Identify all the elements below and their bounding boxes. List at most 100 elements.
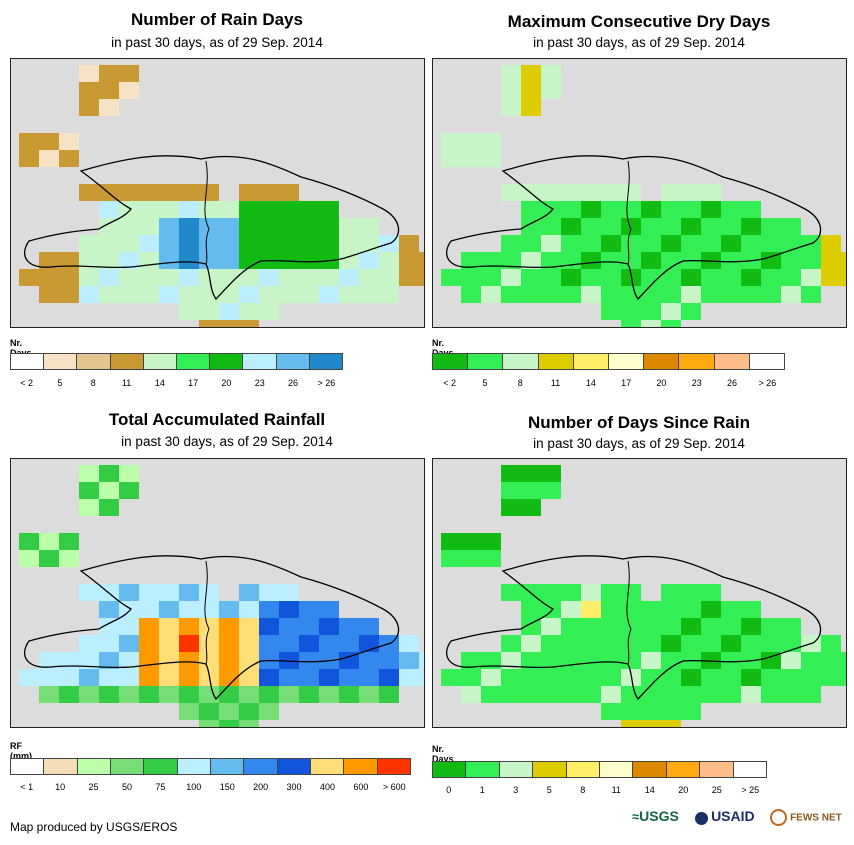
grid-cell — [561, 584, 581, 601]
legend-tick-label: 5 — [546, 785, 552, 795]
grid-cell — [641, 235, 661, 252]
grid-cell — [581, 635, 601, 652]
grid-cell — [319, 235, 339, 252]
grid-cell — [441, 150, 461, 167]
grid-cell — [339, 235, 359, 252]
grid-cell — [219, 601, 239, 618]
grid-cell — [119, 65, 139, 82]
grid-cell — [481, 133, 501, 150]
grid-cell — [501, 99, 521, 116]
grid-cell — [139, 635, 159, 652]
legend-swatch — [277, 759, 311, 774]
grid-cell — [461, 686, 481, 703]
grid-cell — [339, 269, 359, 286]
grid-cell — [601, 184, 621, 201]
grid-cell — [741, 269, 761, 286]
grid-cell — [259, 584, 279, 601]
grid-cell — [159, 269, 179, 286]
grid-cell — [179, 286, 199, 303]
grid-cell — [581, 618, 601, 635]
grid-cell — [681, 269, 701, 286]
grid-cell — [501, 235, 521, 252]
legend-tick-label: 20 — [678, 785, 689, 795]
legend-tick-label: 11 — [550, 378, 561, 388]
legend-swatch — [177, 759, 211, 774]
grid-cell — [239, 686, 259, 703]
panel-subtitle: in past 30 days, as of 29 Sep. 2014 — [533, 436, 745, 451]
legend-tick-label: 0 — [446, 785, 452, 795]
grid-cell — [481, 652, 501, 669]
legend-swatch — [110, 354, 144, 369]
grid-cell — [99, 252, 119, 269]
grid-cell — [521, 252, 541, 269]
grid-cell — [481, 686, 501, 703]
grid-cell — [359, 618, 379, 635]
grid-cell — [641, 618, 661, 635]
grid-cell — [139, 584, 159, 601]
grid-cell — [39, 533, 59, 550]
grid-cell — [199, 320, 219, 327]
grid-cell — [99, 465, 119, 482]
grid-cell — [39, 269, 59, 286]
grid-cell — [561, 269, 581, 286]
grid-cell — [59, 150, 79, 167]
grid-cell — [119, 252, 139, 269]
legend-swatch — [344, 759, 378, 774]
grid-cell — [601, 584, 621, 601]
grid-cell — [179, 584, 199, 601]
country-border — [626, 160, 632, 265]
grid-cell — [601, 252, 621, 269]
grid-cell — [581, 601, 601, 618]
grid-cell — [641, 601, 661, 618]
grid-cell — [319, 269, 339, 286]
grid-cell — [339, 252, 359, 269]
grid-cell — [279, 669, 299, 686]
grid-cell — [59, 550, 79, 567]
legend-bar — [432, 353, 785, 370]
grid-cell — [39, 252, 59, 269]
grid-cell — [481, 150, 501, 167]
grid-cell — [781, 286, 801, 303]
legend-ticks: 0 1 3 5 8 11 14 20 25 > 25 — [432, 785, 767, 797]
country-border — [204, 160, 210, 265]
grid-cell — [721, 252, 741, 269]
legend-swatch — [433, 354, 469, 369]
grid-cell — [521, 269, 541, 286]
grid-cell — [379, 669, 399, 686]
grid-cell — [821, 635, 841, 652]
grid-cell — [339, 652, 359, 669]
grid-cell — [339, 686, 359, 703]
grid-cell — [581, 286, 601, 303]
days-since-map — [432, 458, 847, 728]
grid-cell — [119, 465, 139, 482]
grid-cell — [199, 218, 219, 235]
grid-cell — [139, 218, 159, 235]
grid-cell — [681, 584, 701, 601]
legend-tick-label: 600 — [353, 782, 369, 792]
panel-title: Number of Rain Days — [131, 10, 303, 29]
legend-tick-label: 23 — [691, 378, 702, 388]
legend-tick-label: 17 — [621, 378, 632, 388]
grid-cell — [641, 669, 661, 686]
grid-cell — [19, 669, 39, 686]
grid-cell — [501, 184, 521, 201]
grid-cell — [179, 303, 199, 320]
grid-cell — [541, 65, 561, 82]
grid-cell — [219, 720, 239, 727]
grid-cell — [521, 65, 541, 82]
grid-cell — [641, 320, 661, 327]
grid-cell — [561, 635, 581, 652]
grid-cell — [761, 652, 781, 669]
grid-cell — [741, 286, 761, 303]
grid-cell — [681, 669, 701, 686]
grid-cell — [99, 269, 119, 286]
legend-tick-label: 20 — [656, 378, 667, 388]
grid-cell — [399, 252, 419, 269]
grid-cell — [219, 201, 239, 218]
grid-cell — [379, 652, 399, 669]
grid-cell — [521, 652, 541, 669]
grid-cell — [259, 686, 279, 703]
grid-cell — [259, 601, 279, 618]
grid-cell — [761, 286, 781, 303]
grid-cell — [219, 320, 239, 327]
